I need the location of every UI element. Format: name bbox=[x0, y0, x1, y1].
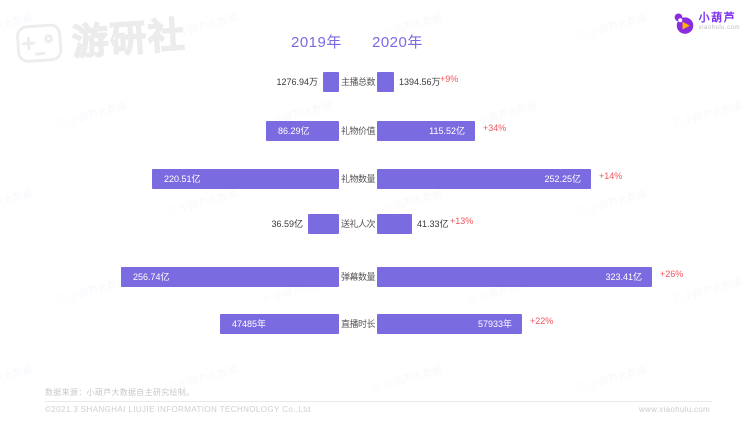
category-label-礼物价值: 礼物价值 bbox=[340, 126, 376, 136]
value-2019-送礼人次: 36.59亿 bbox=[271, 219, 303, 229]
change-badge-主播总数: +9% bbox=[440, 74, 459, 84]
value-2020-送礼人次: 41.33亿 bbox=[417, 219, 449, 229]
xiaohulu-brand: 小葫芦 xiaohulu.com bbox=[672, 12, 740, 35]
legend-2020: 2020年 bbox=[372, 34, 423, 51]
bar-2020-主播总数 bbox=[377, 72, 394, 92]
watermark-text: ⓑ 小葫芦大数据 bbox=[370, 364, 444, 395]
category-label-直播时长: 直播时长 bbox=[340, 319, 376, 329]
legend-2019: 2019年 bbox=[291, 34, 342, 51]
bar-2019-弹幕数量: 256.74亿 bbox=[121, 267, 339, 287]
bar-2019-礼物价值: 86.29亿 bbox=[266, 121, 339, 141]
watermark-text: ⓑ 小葫芦大数据 bbox=[55, 100, 129, 131]
bar-2019-礼物数量: 220.51亿 bbox=[152, 169, 339, 189]
copyright-text: ©2021.3 SHANGHAI LIUJIE INFORMATION TECH… bbox=[45, 405, 311, 414]
watermark-text: ⓑ 小葫芦大数据 bbox=[575, 188, 649, 219]
watermark-text: ⓑ 小葫芦大数据 bbox=[0, 364, 34, 394]
youyanshe-watermark: 游研社 bbox=[12, 6, 188, 70]
change-badge-送礼人次: +13% bbox=[450, 216, 474, 226]
watermark-text: ⓑ 小葫芦大数据 bbox=[55, 276, 129, 307]
change-badge-弹幕数量: +26% bbox=[660, 269, 684, 279]
bar-2020-送礼人次 bbox=[377, 214, 412, 234]
watermark-text: ⓑ 小葫芦大数据 bbox=[575, 364, 649, 395]
category-label-送礼人次: 送礼人次 bbox=[340, 219, 376, 229]
watermark-text: ⓑ 小葫芦大数据 bbox=[670, 100, 744, 131]
brand-text-block: 小葫芦 xiaohulu.com bbox=[699, 12, 740, 32]
bar-2020-直播时长: 57933年 bbox=[377, 314, 522, 334]
category-label-主播总数: 主播总数 bbox=[340, 77, 376, 87]
youyanshe-watermark-text: 游研社 bbox=[70, 13, 188, 63]
brand-domain: xiaohulu.com bbox=[698, 25, 740, 31]
gamepad-icon bbox=[16, 23, 63, 63]
change-badge-礼物数量: +14% bbox=[599, 171, 623, 181]
bar-2019-主播总数 bbox=[323, 72, 339, 92]
brand-name: 小葫芦 bbox=[698, 12, 737, 24]
watermark-text: ⓑ 小葫芦大数据 bbox=[165, 188, 239, 219]
gourd-logo-icon bbox=[674, 13, 693, 34]
bar-2020-礼物数量: 252.25亿 bbox=[377, 169, 591, 189]
value-2019-主播总数: 1276.94万 bbox=[276, 77, 318, 87]
category-label-弹幕数量: 弹幕数量 bbox=[340, 272, 376, 282]
category-label-礼物数量: 礼物数量 bbox=[340, 174, 376, 184]
website-text: www.xiaohulu.com bbox=[638, 405, 710, 414]
value-2020-主播总数: 1394.56万 bbox=[399, 77, 441, 87]
bar-2019-直播时长: 47485年 bbox=[220, 314, 339, 334]
bar-2020-弹幕数量: 323.41亿 bbox=[377, 267, 652, 287]
bar-2020-礼物价值: 115.52亿 bbox=[377, 121, 475, 141]
bar-2019-送礼人次 bbox=[308, 214, 339, 234]
watermark-text: ⓑ 小葫芦大数据 bbox=[0, 188, 34, 218]
change-badge-礼物价值: +34% bbox=[483, 123, 507, 133]
source-note: 数据来源：小葫芦大数据自主研究绘制。 bbox=[45, 388, 195, 397]
change-badge-直播时长: +22% bbox=[530, 316, 554, 326]
footer-divider bbox=[45, 401, 712, 402]
watermark-text: ⓑ 小葫芦大数据 bbox=[575, 12, 649, 43]
